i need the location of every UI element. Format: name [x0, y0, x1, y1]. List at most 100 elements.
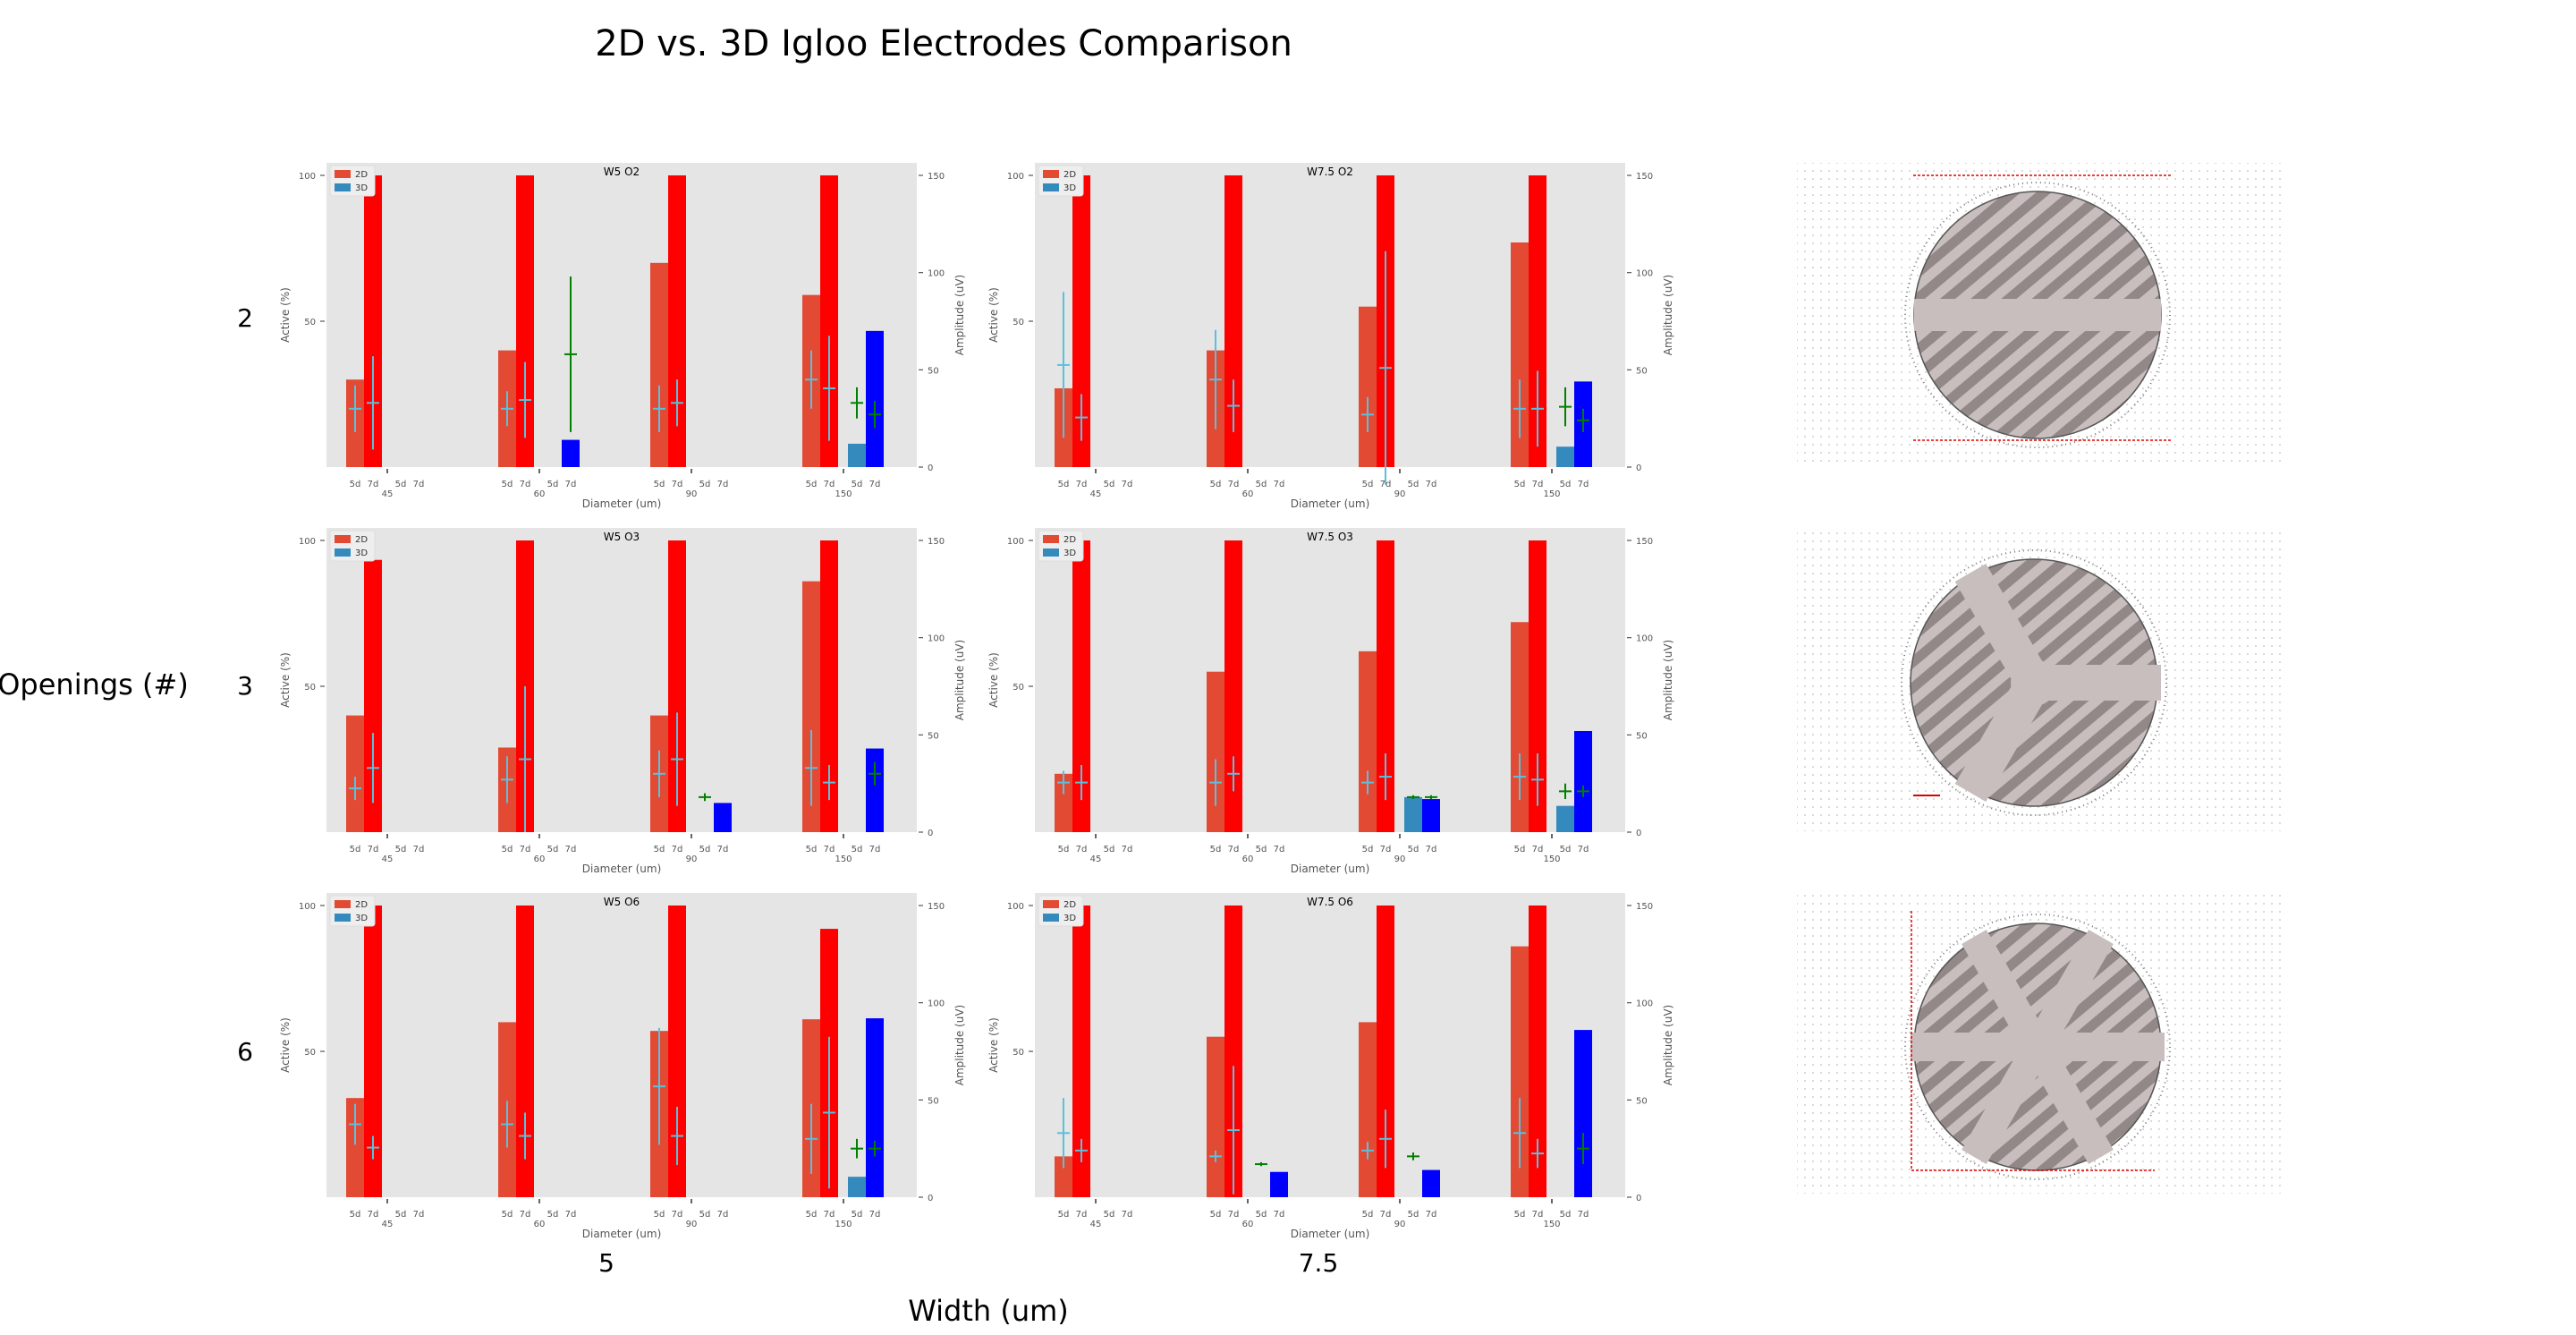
x-subgroup-label: 5d — [1256, 845, 1267, 855]
center-hub — [2011, 659, 2057, 706]
x-subgroup-label: 5d — [806, 1210, 818, 1220]
x-group-label: 90 — [686, 489, 698, 499]
x-subgroup-label: 5d — [395, 1210, 407, 1220]
bar-active-2d — [1511, 242, 1529, 467]
bar-amplitude-2d — [1072, 906, 1090, 1197]
x-group-label: 45 — [1090, 1220, 1102, 1229]
x-subgroup-label: 5d — [1104, 480, 1115, 489]
y-tick-label-right: 50 — [928, 731, 939, 741]
y-tick-label-right: 100 — [928, 999, 945, 1009]
legend-swatch-2d — [1043, 170, 1059, 178]
outer-dotted-ring — [1901, 549, 2167, 816]
y-tick-label-right: 50 — [1636, 366, 1648, 376]
x-subgroup-label: 7d — [1532, 480, 1544, 489]
x-subgroup-label: 7d — [1578, 845, 1589, 855]
legend-label-3d: 3D — [1063, 548, 1076, 558]
x-group-label: 60 — [534, 1220, 546, 1229]
bar-amplitude-3d — [866, 748, 884, 832]
opening-channel — [1954, 673, 2050, 802]
x-group-label: 45 — [382, 855, 394, 864]
x-subgroup-label: 7d — [520, 480, 531, 489]
y-axis-label-right: Amplitude (uV) — [953, 275, 966, 356]
legend-label-2d: 2D — [355, 535, 368, 545]
y-tick-label-right: 100 — [1636, 269, 1653, 279]
legend-swatch-3d — [335, 914, 351, 922]
x-subgroup-label: 5d — [1104, 845, 1115, 855]
electrode-image-6-openings — [1797, 893, 2284, 1194]
x-group-label: 60 — [534, 855, 546, 864]
y-tick-label-left: 100 — [1007, 902, 1024, 912]
x-subgroup-label: 7d — [1076, 845, 1088, 855]
y-tick-label-right: 100 — [928, 269, 945, 279]
x-subgroup-label: 7d — [1228, 480, 1240, 489]
y-tick-label-left: 50 — [1013, 1048, 1024, 1058]
y-axis-label-right: Amplitude (uV) — [953, 1005, 966, 1086]
y-axis-label-right: Amplitude (uV) — [1662, 275, 1674, 356]
x-group-label: 90 — [686, 855, 698, 864]
bar-active-2d — [1511, 946, 1529, 1197]
x-axis-label: Diameter (um) — [1291, 497, 1370, 510]
x-subgroup-label: 5d — [1408, 845, 1419, 855]
x-subgroup-label: 7d — [413, 480, 425, 489]
bar-active-2d — [346, 1098, 364, 1197]
legend-swatch-3d — [335, 548, 351, 557]
x-subgroup-label: 7d — [368, 480, 379, 489]
chart-title: W7.5 O6 — [1307, 896, 1353, 908]
y-axis-label-left: Active (%) — [987, 287, 1000, 343]
y-tick-label-right: 100 — [928, 634, 945, 644]
y-tick-label-right: 50 — [928, 1096, 939, 1106]
bar-amplitude-2d — [1224, 175, 1242, 467]
x-group-label: 90 — [686, 1220, 698, 1229]
electrode-image-2-openings — [1797, 163, 2284, 463]
bar-active-3d — [1556, 446, 1574, 467]
x-subgroup-label: 7d — [824, 480, 835, 489]
bar-active-2d — [1359, 1022, 1377, 1197]
row-label-3: 3 — [237, 671, 253, 701]
legend-label-3d: 3D — [1063, 183, 1076, 193]
y-tick-label-left: 50 — [304, 683, 316, 693]
legend-label-3d: 3D — [355, 183, 368, 193]
bar-amplitude-3d — [1422, 1169, 1440, 1197]
x-subgroup-label: 7d — [1076, 480, 1088, 489]
bar-amplitude-2d — [1529, 540, 1546, 832]
x-subgroup-label: 5d — [1210, 480, 1222, 489]
legend-label-3d: 3D — [355, 914, 368, 923]
row-label-2: 2 — [237, 303, 253, 333]
x-subgroup-label: 7d — [869, 1210, 881, 1220]
y-tick-label-left: 100 — [1007, 537, 1024, 547]
x-group-label: 150 — [1543, 1220, 1560, 1229]
bar-active-2d — [1359, 306, 1377, 467]
x-subgroup-label: 7d — [1122, 1210, 1133, 1220]
bar-amplitude-2d — [1377, 540, 1394, 832]
x-subgroup-label: 7d — [869, 480, 881, 489]
x-subgroup-label: 7d — [672, 845, 683, 855]
legend-label-3d: 3D — [1063, 914, 1076, 923]
bar-active-3d — [848, 443, 866, 467]
x-subgroup-label: 5d — [852, 1210, 863, 1220]
bar-amplitude-2d — [820, 540, 838, 832]
x-subgroup-label: 7d — [1274, 1210, 1285, 1220]
x-subgroup-label: 5d — [1104, 1210, 1115, 1220]
y-tick-label-left: 100 — [299, 902, 316, 912]
x-group-label: 150 — [835, 1220, 852, 1229]
legend-swatch-2d — [1043, 900, 1059, 908]
chart-title: W5 O3 — [604, 531, 640, 543]
bar-amplitude-2d — [1072, 175, 1090, 467]
chart-title: W5 O2 — [604, 166, 640, 178]
x-axis-label: Diameter (um) — [582, 497, 662, 510]
legend-label-2d: 2D — [1063, 535, 1076, 545]
y-tick-label-right: 0 — [928, 829, 933, 838]
x-group-label: 150 — [835, 855, 852, 864]
x-subgroup-label: 7d — [1426, 845, 1437, 855]
x-subgroup-label: 5d — [1514, 1210, 1526, 1220]
x-subgroup-label: 5d — [699, 480, 711, 489]
y-tick-label-right: 100 — [1636, 999, 1653, 1009]
x-subgroup-label: 7d — [413, 845, 425, 855]
x-subgroup-label: 7d — [869, 845, 881, 855]
electrode-image-3-openings — [1797, 531, 2284, 831]
x-subgroup-label: 5d — [502, 480, 513, 489]
